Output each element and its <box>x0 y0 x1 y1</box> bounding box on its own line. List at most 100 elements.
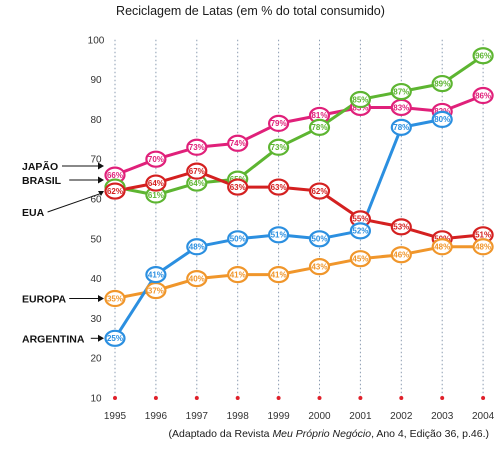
baseline-dot-1997 <box>194 396 199 400</box>
data-point <box>308 118 331 136</box>
baseline-dot-2004 <box>481 396 486 400</box>
data-label: 43% <box>311 262 327 271</box>
data-label: 79% <box>271 119 287 128</box>
data-point <box>104 329 126 347</box>
y-tick-label: 50 <box>90 234 102 245</box>
data-point <box>268 114 290 132</box>
data-label: 83% <box>393 103 409 112</box>
data-point <box>472 86 494 105</box>
y-tick-label: 90 <box>90 75 102 86</box>
chart-title: Reciclagem de Latas (em % do total consu… <box>116 4 385 18</box>
x-tick-label: 1995 <box>104 411 127 422</box>
grid-layer <box>113 39 486 400</box>
source-suffix: , Ano 4, Edição 36, p.46.) <box>371 428 489 440</box>
x-tick-label: 2002 <box>390 411 413 422</box>
source-prefix: (Adaptado da Revista <box>168 428 273 440</box>
data-label: 87% <box>393 87 409 96</box>
data-point <box>431 110 453 129</box>
data-label: 52% <box>352 227 368 236</box>
series-line-japão <box>113 94 485 177</box>
data-label: 48% <box>434 243 450 252</box>
data-label: 41% <box>271 270 287 279</box>
data-point <box>390 118 412 136</box>
baseline-dot-2002 <box>399 396 404 400</box>
data-label: 67% <box>189 167 205 176</box>
data-label: 64% <box>148 179 164 188</box>
data-point <box>227 230 249 248</box>
data-point <box>268 226 290 244</box>
data-point <box>186 138 208 156</box>
data-point <box>308 182 331 200</box>
data-label: 78% <box>311 123 327 132</box>
data-label: 48% <box>475 243 491 252</box>
data-point <box>472 238 494 256</box>
data-point <box>227 178 249 196</box>
data-label: 66% <box>107 171 123 180</box>
data-point <box>186 238 208 256</box>
baseline-dot-2001 <box>358 396 363 400</box>
series-arrowhead <box>98 162 104 170</box>
data-label: 41% <box>230 270 246 279</box>
baseline-dot-1996 <box>153 396 158 400</box>
data-point <box>349 222 371 240</box>
data-point <box>390 246 412 264</box>
x-tick-label: 1997 <box>186 411 209 422</box>
data-point <box>268 178 290 196</box>
data-label: 61% <box>148 191 164 200</box>
series-arrowhead <box>98 334 104 342</box>
baseline-dot-1995 <box>113 396 117 400</box>
y-tick-label: 10 <box>90 394 102 405</box>
data-point <box>390 82 412 101</box>
data-label: 41% <box>148 270 164 279</box>
data-label: 63% <box>230 183 246 192</box>
data-point <box>104 182 126 200</box>
series-name-label: EUROPA <box>22 294 67 306</box>
data-point <box>431 74 453 93</box>
data-label: 81% <box>311 111 327 120</box>
baseline-dot-2003 <box>440 396 445 400</box>
data-label: 73% <box>271 143 287 152</box>
data-point <box>308 230 331 248</box>
series-line-brasil <box>113 54 485 197</box>
series-arrowhead <box>98 176 104 184</box>
data-label: 40% <box>189 274 205 283</box>
data-point <box>349 90 371 109</box>
data-point <box>186 270 208 288</box>
y-tick-label: 60 <box>90 195 102 206</box>
data-point <box>145 150 167 168</box>
data-label: 50% <box>311 235 327 244</box>
series-line-europa <box>113 245 485 300</box>
data-label: 63% <box>271 183 287 192</box>
data-label: 35% <box>107 294 123 303</box>
data-label: 89% <box>434 79 450 88</box>
data-point <box>472 47 494 65</box>
source-note: (Adaptado da Revista Meu Próprio Negócio… <box>169 428 489 440</box>
data-label: 70% <box>148 155 164 164</box>
baseline-dot-1999 <box>276 396 281 400</box>
x-tick-label: 1998 <box>227 411 250 422</box>
data-point <box>308 258 331 276</box>
data-label: 96% <box>475 52 491 61</box>
data-label: 25% <box>107 334 123 343</box>
baseline-dot-2000 <box>317 396 322 400</box>
data-label: 51% <box>475 231 491 240</box>
data-point <box>349 250 371 268</box>
data-point <box>268 138 290 156</box>
data-label: 50% <box>230 235 246 244</box>
data-label: 53% <box>393 223 409 232</box>
y-tick-label: 20 <box>90 354 102 365</box>
data-point <box>227 134 249 152</box>
x-tick-label: 2004 <box>472 411 495 422</box>
y-tick-label: 40 <box>90 274 102 285</box>
y-tick-label: 80 <box>90 115 102 126</box>
series-labels: JAPÃO BRASIL EUA EUROPA ARGENTINA <box>22 160 104 345</box>
data-label: 45% <box>352 255 368 264</box>
x-tick-label: 1996 <box>145 411 168 422</box>
data-point <box>268 266 290 284</box>
axis-layer: 1995 1996 1997 1998 1999 2000 2001 2002 2003 2004… <box>88 35 495 422</box>
data-point <box>145 174 167 192</box>
series-name-label: BRASIL <box>22 175 62 187</box>
data-label: 74% <box>230 139 246 148</box>
data-point <box>431 238 453 256</box>
